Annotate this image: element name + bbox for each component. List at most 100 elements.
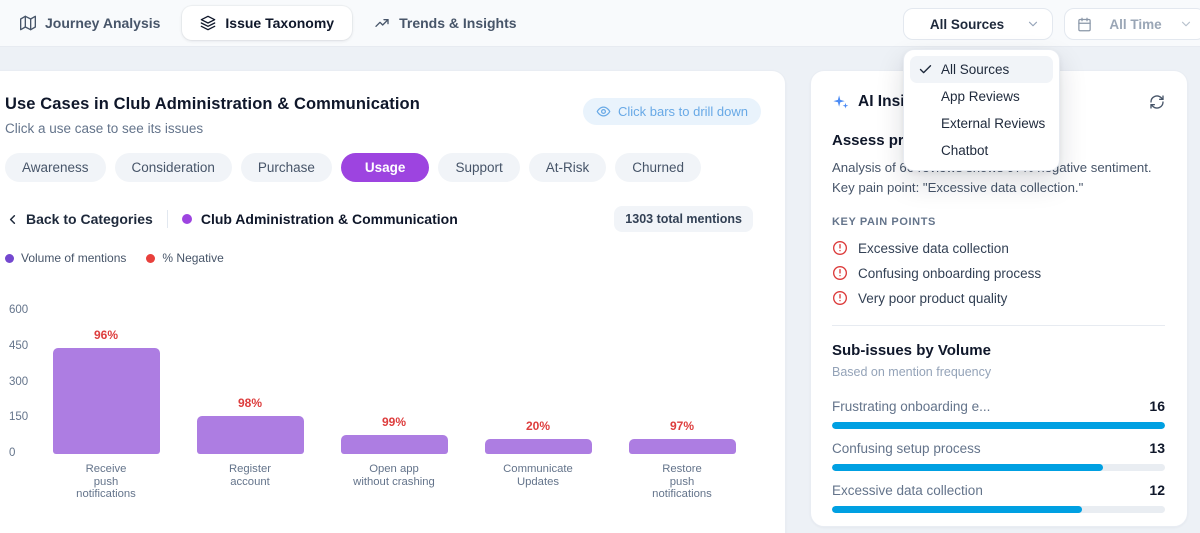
- stage-tabs: Awareness Consideration Purchase Usage Suppo…: [5, 153, 761, 182]
- tab-churned[interactable]: Churned: [615, 153, 702, 182]
- pct-negative-label: 98%: [237, 395, 263, 410]
- subissue-progress-track: [832, 506, 1165, 513]
- subissue-item-confusing-setup-process[interactable]: Confusing setup process 13: [832, 440, 1165, 471]
- nav-trends-insights[interactable]: Trends & Insights: [360, 7, 530, 39]
- pain-point-text: Very poor product quality: [858, 290, 1008, 306]
- subissue-row: Confusing setup process 13: [832, 440, 1165, 456]
- x-axis-label-line: push: [93, 475, 119, 488]
- source-filter-value: All Sources: [929, 16, 1005, 32]
- alert-circle-icon: [832, 240, 848, 256]
- dropdown-option-all-sources[interactable]: All Sources: [910, 56, 1053, 83]
- x-axis-label-line: notifications: [652, 488, 712, 500]
- subissue-row: Excessive data collection 12: [832, 482, 1165, 498]
- source-filter-button[interactable]: All Sources: [903, 8, 1053, 40]
- dropdown-option-external-reviews[interactable]: External Reviews: [910, 110, 1053, 137]
- x-axis-label-line: Receive: [85, 463, 127, 475]
- alert-circle-icon: [832, 290, 848, 306]
- subissues-subtitle: Based on mention frequency: [832, 365, 992, 379]
- x-axis-label-line: push: [669, 475, 695, 488]
- subissue-count: 13: [1149, 440, 1165, 456]
- panel-header: Use Cases in Club Administration & Commu…: [5, 95, 761, 136]
- x-axis-label-line: account: [230, 475, 270, 488]
- tab-support[interactable]: Support: [438, 153, 520, 182]
- legend-label: % Negative: [162, 251, 224, 265]
- map-icon: [20, 15, 36, 31]
- time-filter-button[interactable]: All Time: [1064, 8, 1200, 40]
- subissue-label: Excessive data collection: [832, 482, 983, 498]
- subissue-count: 12: [1149, 482, 1165, 498]
- back-to-categories-link[interactable]: Back to Categories: [5, 211, 153, 227]
- summary-line: Key pain point: "Excessive data collecti…: [832, 180, 1084, 195]
- divider: [832, 325, 1165, 326]
- y-axis-tick: 450: [9, 339, 29, 352]
- eye-icon: [596, 104, 611, 119]
- x-axis-label-line: notifications: [76, 488, 136, 500]
- tab-usage[interactable]: Usage: [340, 153, 430, 182]
- nav-journey-analysis[interactable]: Journey Analysis: [6, 7, 174, 39]
- bar-communicate-updates[interactable]: [485, 438, 592, 454]
- drill-hint-badge: Click bars to drill down: [582, 98, 761, 125]
- total-mentions-badge: 1303 total mentions: [614, 206, 753, 232]
- drill-hint-label: Click bars to drill down: [617, 104, 748, 119]
- refresh-icon[interactable]: [1149, 94, 1165, 110]
- bar-restore-push-notifications[interactable]: [629, 438, 736, 454]
- y-axis-tick: 300: [9, 375, 29, 388]
- legend-label: Volume of mentions: [21, 251, 127, 265]
- legend-dot: [146, 253, 156, 263]
- x-axis-label: Open app without crashing: [329, 463, 459, 488]
- pain-point-item: Excessive data collection: [832, 240, 1165, 256]
- x-axis-label-line: Communicate: [503, 463, 573, 475]
- pct-negative-label: 99%: [381, 415, 407, 430]
- subissue-row: Frustrating onboarding e... 16: [832, 398, 1165, 414]
- tab-purchase[interactable]: Purchase: [240, 153, 332, 182]
- sparkles-icon: [832, 94, 849, 111]
- pain-point-item: Very poor product quality: [832, 290, 1165, 306]
- pain-point-text: Excessive data collection: [858, 240, 1009, 256]
- pct-negative-label: 20%: [525, 418, 551, 433]
- x-axis-label-line: Open app: [369, 463, 419, 475]
- subissue-progress-fill: [832, 506, 1082, 513]
- subissues-title: Sub-issues by Volume: [832, 342, 991, 359]
- subissue-item-frustrating-onboarding-e[interactable]: Frustrating onboarding e... 16: [832, 398, 1165, 429]
- bar-register-account[interactable]: [197, 415, 304, 454]
- trending-up-icon: [374, 15, 390, 31]
- subissue-count: 16: [1149, 398, 1165, 414]
- page-subtitle: Click a use case to see its issues: [5, 121, 204, 136]
- nav-label: Trends & Insights: [399, 15, 517, 31]
- tab-awareness[interactable]: Awareness: [5, 153, 106, 182]
- legend-dot: [5, 253, 14, 263]
- legend-item-volume-of-mentions: Volume of mentions: [5, 251, 126, 265]
- category-bar: Back to Categories Club Administration &…: [5, 206, 761, 232]
- bar-receive-push-notifications[interactable]: [53, 347, 160, 454]
- back-link-label: Back to Categories: [26, 211, 153, 227]
- y-axis-tick: 0: [9, 447, 16, 459]
- subissue-progress-track: [832, 464, 1165, 471]
- pct-negative-label: 96%: [93, 327, 119, 342]
- dropdown-option-label: App Reviews: [941, 89, 1020, 104]
- bar-open-app-without-crashing[interactable]: [341, 435, 448, 454]
- dropdown-option-app-reviews[interactable]: App Reviews: [910, 83, 1053, 110]
- calendar-icon: [1077, 17, 1092, 32]
- use-cases-panel: Use Cases in Club Administration & Commu…: [0, 70, 786, 533]
- pain-points-list: Excessive data collection Confusing onboa…: [832, 240, 1165, 306]
- dropdown-option-label: Chatbot: [941, 143, 989, 158]
- nav-issue-taxonomy[interactable]: Issue Taxonomy: [182, 6, 353, 40]
- x-axis-label-line: Register: [228, 463, 272, 475]
- tab-at-risk[interactable]: At-Risk: [528, 153, 607, 182]
- subissue-label: Confusing setup process: [832, 440, 981, 456]
- dropdown-option-chatbot[interactable]: Chatbot: [910, 137, 1053, 164]
- page-title: Use Cases in Club Administration & Commu…: [5, 95, 420, 113]
- nav-label: Issue Taxonomy: [225, 15, 335, 31]
- subissue-label: Frustrating onboarding e...: [832, 398, 991, 414]
- category-dot: [181, 214, 192, 224]
- layers-icon: [200, 15, 216, 31]
- pain-points-label: KEY PAIN POINTS: [832, 216, 936, 228]
- tab-consideration[interactable]: Consideration: [114, 153, 232, 182]
- subissue-item-excessive-data-collection[interactable]: Excessive data collection 12: [832, 482, 1165, 513]
- x-axis-label-line: without crashing: [353, 475, 435, 488]
- subissue-progress-fill: [832, 464, 1103, 471]
- dropdown-option-label: External Reviews: [941, 116, 1046, 131]
- pct-negative-label: 97%: [669, 418, 695, 433]
- x-axis-label-line: Restore: [662, 463, 702, 475]
- x-axis-label: Register account: [185, 463, 315, 488]
